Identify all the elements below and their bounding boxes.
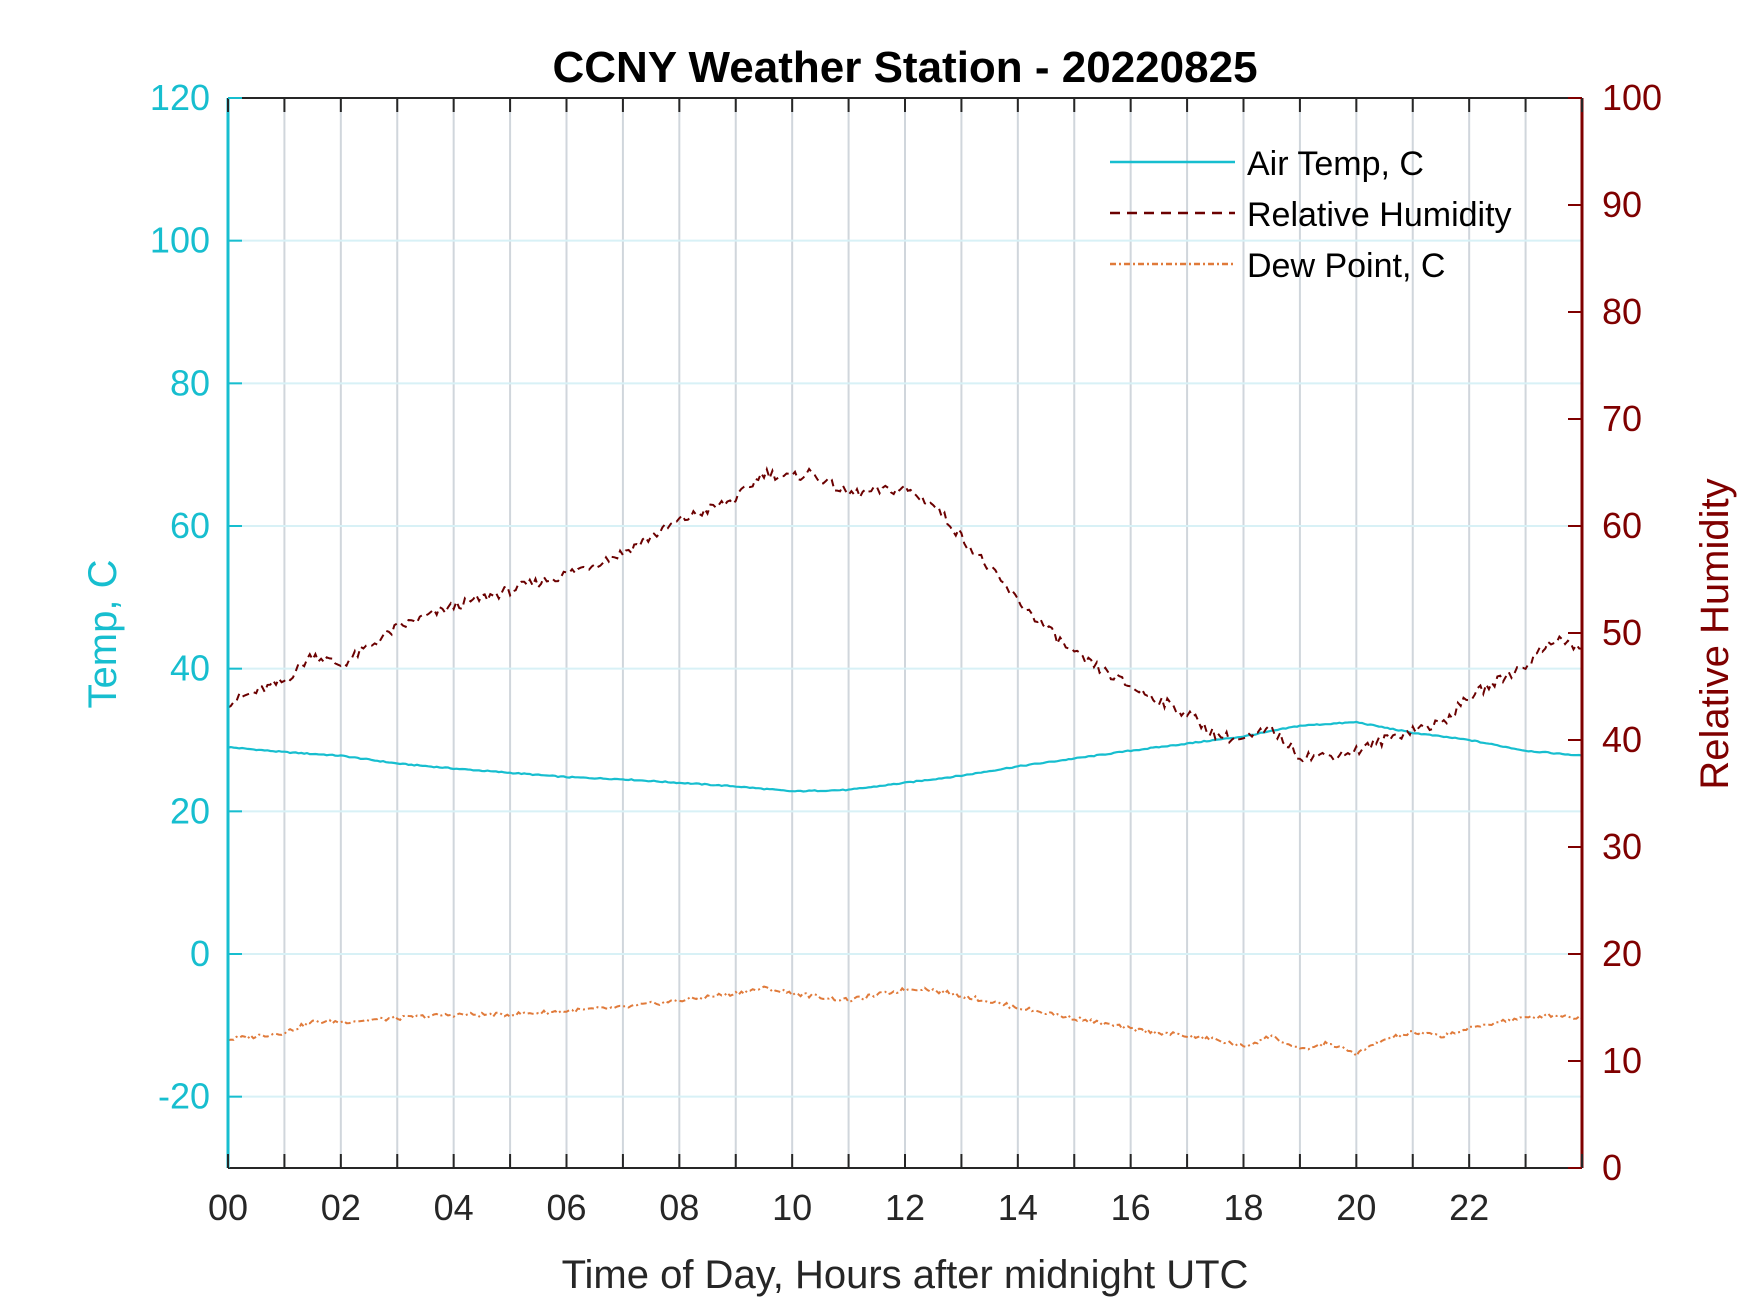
legend-label-humidity: Relative Humidity [1247,196,1512,234]
grid [228,98,1582,1168]
y-right-tick-label: 10 [1602,1040,1642,1081]
y-right-tick-label: 20 [1602,933,1642,974]
y-left-tick-label: -20 [158,1076,210,1117]
y-right-axis-label: Relative Humidity [1693,478,1737,789]
legend: Air Temp, C Relative Humidity Dew Point,… [1110,145,1512,285]
x-tick-label: 16 [1111,1187,1151,1228]
y-right-tick-label: 50 [1602,612,1642,653]
x-tick-label: 08 [659,1187,699,1228]
series-line-relative-humidity [227,466,1583,763]
y-left-tick-label: 100 [150,220,210,261]
y-right-tick-label: 70 [1602,398,1642,439]
y-right-tick-label: 100 [1602,77,1662,118]
y-left-axis-label: Temp, C [81,560,125,709]
chart-title: CCNY Weather Station - 20220825 [552,43,1257,92]
x-tick-label: 22 [1449,1187,1489,1228]
x-axis-label: Time of Day, Hours after midnight UTC [562,1253,1249,1297]
legend-label-air-temp: Air Temp, C [1247,145,1424,183]
y-right-tick-label: 80 [1602,291,1642,332]
y-left-tick-label: 40 [170,648,210,689]
y-left-tick-label: 80 [170,362,210,403]
x-tick-label: 10 [772,1187,812,1228]
y-right-tick-label: 0 [1602,1147,1622,1188]
x-tick-label: 02 [321,1187,361,1228]
x-tick-label: 06 [546,1187,586,1228]
y-left-tick-label: 120 [150,77,210,118]
y-right-tick-label: 60 [1602,505,1642,546]
x-tick-label: 00 [208,1187,248,1228]
x-tick-label: 18 [1223,1187,1263,1228]
x-tick-label: 04 [434,1187,474,1228]
y-left-tick-label: 0 [190,933,210,974]
y-right-tick-label: 90 [1602,184,1642,225]
y-left-tick-label: 20 [170,790,210,831]
x-tick-label: 12 [885,1187,925,1228]
y-right-tick-label: 40 [1602,719,1642,760]
axes: 00 02 04 06 08 10 12 14 16 18 20 22-200204060801001… [150,77,1662,1228]
series-group [227,466,1583,1058]
series-line-dew-point-c [227,985,1583,1058]
x-tick-label: 14 [998,1187,1038,1228]
x-tick-label: 20 [1336,1187,1376,1228]
series-line-air-temp-c [227,720,1583,793]
legend-label-dew-point: Dew Point, C [1247,247,1445,285]
y-left-tick-label: 60 [170,505,210,546]
y-right-tick-label: 30 [1602,826,1642,867]
